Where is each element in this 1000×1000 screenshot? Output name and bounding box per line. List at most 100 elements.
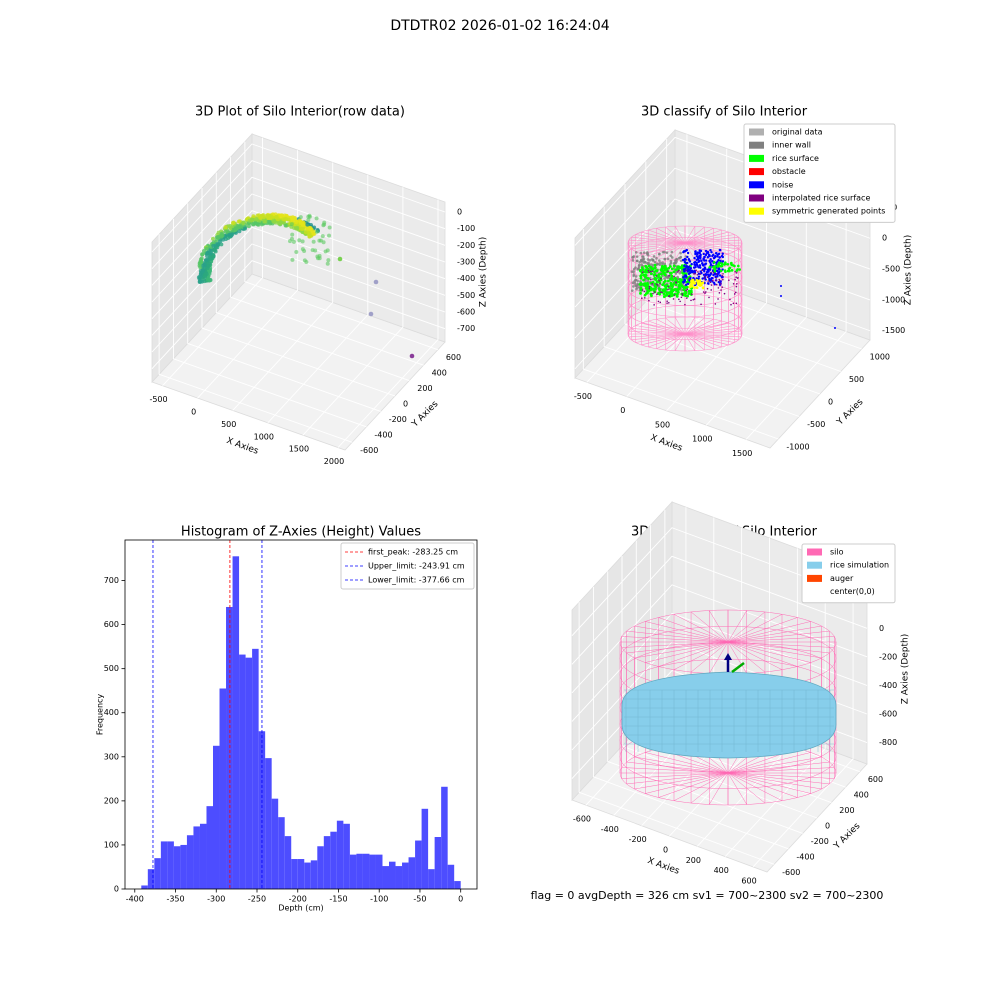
legend-swatch — [807, 561, 822, 569]
x-tick-label: -350 — [166, 895, 184, 904]
z-grid-line — [151, 243, 446, 353]
point — [658, 259, 661, 262]
y-tick-label: -400 — [796, 852, 814, 861]
point — [211, 236, 216, 241]
point — [261, 215, 266, 220]
silo-spoke — [645, 752, 729, 774]
point — [706, 273, 710, 276]
histogram-bar — [141, 885, 148, 889]
point — [213, 249, 218, 254]
silo-spoke — [634, 625, 729, 643]
z-grid-line — [571, 555, 868, 665]
point — [658, 280, 661, 282]
silo-spoke — [648, 333, 686, 348]
silo-spoke — [684, 228, 714, 244]
silo-spoke — [684, 242, 735, 252]
z-tick-label: 0 — [879, 624, 884, 633]
point — [317, 238, 322, 243]
y-grid-line — [582, 229, 779, 440]
point — [698, 264, 702, 267]
point — [211, 243, 216, 248]
point — [695, 261, 698, 264]
point — [659, 301, 662, 304]
point — [649, 292, 653, 296]
y-tick-label: -200 — [811, 837, 829, 846]
y-tick-label: -200 — [389, 415, 407, 424]
silo-spoke — [727, 611, 766, 643]
point — [715, 269, 719, 273]
point — [683, 264, 686, 268]
point — [697, 271, 699, 273]
point — [373, 279, 379, 285]
point — [672, 282, 676, 285]
z-tick-label: -400 — [879, 681, 897, 690]
silo-spoke — [621, 641, 729, 648]
point — [702, 257, 705, 261]
point — [653, 270, 656, 274]
point — [709, 248, 712, 252]
point — [677, 265, 681, 269]
point — [712, 256, 716, 260]
y-tick-label: -500 — [807, 420, 825, 429]
silo-spoke — [684, 242, 739, 250]
point — [679, 300, 681, 303]
point — [223, 225, 228, 230]
point — [236, 219, 241, 224]
point — [665, 251, 669, 254]
point — [679, 259, 683, 263]
point — [706, 276, 709, 278]
silo-spoke — [674, 242, 686, 260]
point — [710, 250, 713, 254]
point — [677, 269, 680, 272]
point — [669, 254, 673, 258]
silo-spoke — [727, 636, 835, 643]
point — [676, 290, 680, 294]
point — [728, 266, 732, 270]
point — [704, 253, 708, 257]
point — [653, 263, 657, 267]
point — [634, 266, 637, 269]
legend-swatch — [749, 128, 764, 136]
point — [730, 303, 732, 306]
point — [640, 263, 644, 266]
histogram-bar — [213, 745, 220, 889]
point — [720, 289, 722, 291]
silo-spoke — [684, 231, 729, 244]
silo-spoke — [635, 325, 686, 335]
x-tick-label: 200 — [686, 856, 701, 865]
y-tick-label: 300 — [104, 752, 119, 761]
point — [709, 278, 713, 282]
y-grid-line — [215, 172, 410, 381]
point — [714, 252, 718, 255]
point — [659, 291, 662, 293]
point — [653, 260, 657, 264]
point — [688, 285, 692, 289]
point — [660, 277, 662, 280]
chart-title: 3D Plot of Silo Interior(row data) — [195, 105, 405, 120]
silo-spoke — [684, 333, 742, 338]
point — [292, 216, 297, 221]
silo-spoke — [690, 611, 729, 643]
x-grid-line — [302, 187, 404, 436]
histogram-bar — [402, 862, 409, 889]
point — [663, 277, 666, 280]
point — [718, 256, 722, 259]
silo-spoke — [658, 772, 729, 798]
point — [674, 259, 677, 263]
point — [716, 255, 719, 258]
point — [325, 261, 330, 266]
histogram-bar — [428, 869, 435, 889]
y-tick-label: 0 — [828, 398, 833, 407]
point — [689, 271, 692, 274]
legend-swatch — [807, 588, 822, 596]
point — [683, 250, 687, 253]
point — [674, 268, 678, 272]
silo-spoke — [727, 641, 811, 663]
y-tick-label: -1000 — [786, 443, 809, 452]
point — [723, 292, 726, 295]
point — [649, 286, 653, 290]
silo-spoke — [684, 317, 705, 335]
point — [646, 277, 650, 280]
silo-spoke — [648, 229, 686, 244]
point — [659, 272, 663, 276]
